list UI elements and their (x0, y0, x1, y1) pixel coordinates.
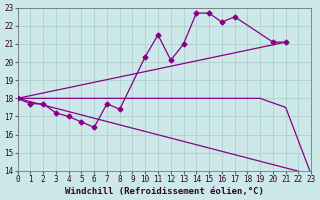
X-axis label: Windchill (Refroidissement éolien,°C): Windchill (Refroidissement éolien,°C) (65, 187, 264, 196)
